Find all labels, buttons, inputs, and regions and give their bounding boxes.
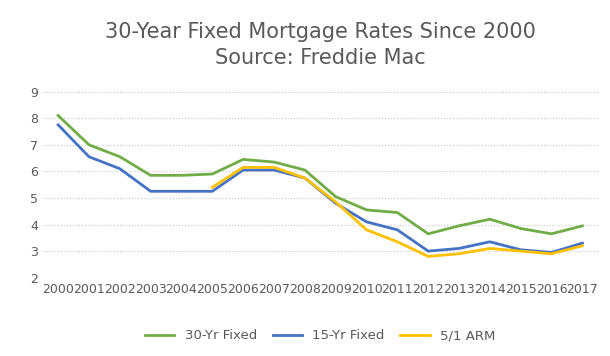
5/1 ARM <box>455 252 462 256</box>
30-Yr Fixed <box>209 172 216 176</box>
30-Yr Fixed <box>270 160 278 164</box>
15-Yr Fixed <box>517 248 525 252</box>
30-Yr Fixed <box>301 168 309 172</box>
30-Yr Fixed <box>85 143 93 147</box>
30-Yr Fixed <box>425 232 432 236</box>
15-Yr Fixed <box>486 240 493 244</box>
5/1 ARM <box>363 228 370 232</box>
30-Yr Fixed <box>240 157 247 162</box>
15-Yr Fixed <box>85 155 93 159</box>
15-Yr Fixed <box>147 189 154 193</box>
30-Yr Fixed <box>548 232 555 236</box>
15-Yr Fixed <box>393 228 401 232</box>
Line: 15-Yr Fixed: 15-Yr Fixed <box>58 125 583 252</box>
15-Yr Fixed <box>301 176 309 180</box>
15-Yr Fixed <box>240 168 247 172</box>
30-Yr Fixed <box>54 114 62 118</box>
30-Yr Fixed <box>486 217 493 221</box>
5/1 ARM <box>579 244 586 248</box>
Legend: 30-Yr Fixed, 15-Yr Fixed, 5/1 ARM: 30-Yr Fixed, 15-Yr Fixed, 5/1 ARM <box>140 324 501 348</box>
5/1 ARM <box>301 176 309 180</box>
15-Yr Fixed <box>363 220 370 224</box>
15-Yr Fixed <box>209 189 216 193</box>
5/1 ARM <box>486 246 493 251</box>
15-Yr Fixed <box>178 189 185 193</box>
30-Yr Fixed <box>178 173 185 178</box>
30-Yr Fixed <box>579 224 586 228</box>
30-Yr Fixed <box>517 226 525 231</box>
15-Yr Fixed <box>116 167 123 171</box>
5/1 ARM <box>517 249 525 253</box>
30-Yr Fixed <box>455 224 462 228</box>
5/1 ARM <box>548 252 555 256</box>
15-Yr Fixed <box>548 250 555 255</box>
15-Yr Fixed <box>455 246 462 251</box>
5/1 ARM <box>240 165 247 169</box>
30-Yr Fixed <box>393 210 401 215</box>
5/1 ARM <box>425 254 432 258</box>
5/1 ARM <box>332 200 339 204</box>
5/1 ARM <box>270 165 278 169</box>
30-Yr Fixed <box>147 173 154 178</box>
30-Yr Fixed <box>116 155 123 159</box>
30-Yr Fixed <box>363 208 370 212</box>
15-Yr Fixed <box>579 241 586 245</box>
15-Yr Fixed <box>270 168 278 172</box>
30-Yr Fixed <box>332 194 339 199</box>
15-Yr Fixed <box>425 249 432 253</box>
Line: 5/1 ARM: 5/1 ARM <box>212 167 583 256</box>
15-Yr Fixed <box>332 201 339 205</box>
5/1 ARM <box>209 185 216 189</box>
5/1 ARM <box>393 240 401 244</box>
Title: 30-Year Fixed Mortgage Rates Since 2000
Source: Freddie Mac: 30-Year Fixed Mortgage Rates Since 2000 … <box>105 22 536 68</box>
15-Yr Fixed <box>54 123 62 127</box>
Line: 30-Yr Fixed: 30-Yr Fixed <box>58 116 583 234</box>
